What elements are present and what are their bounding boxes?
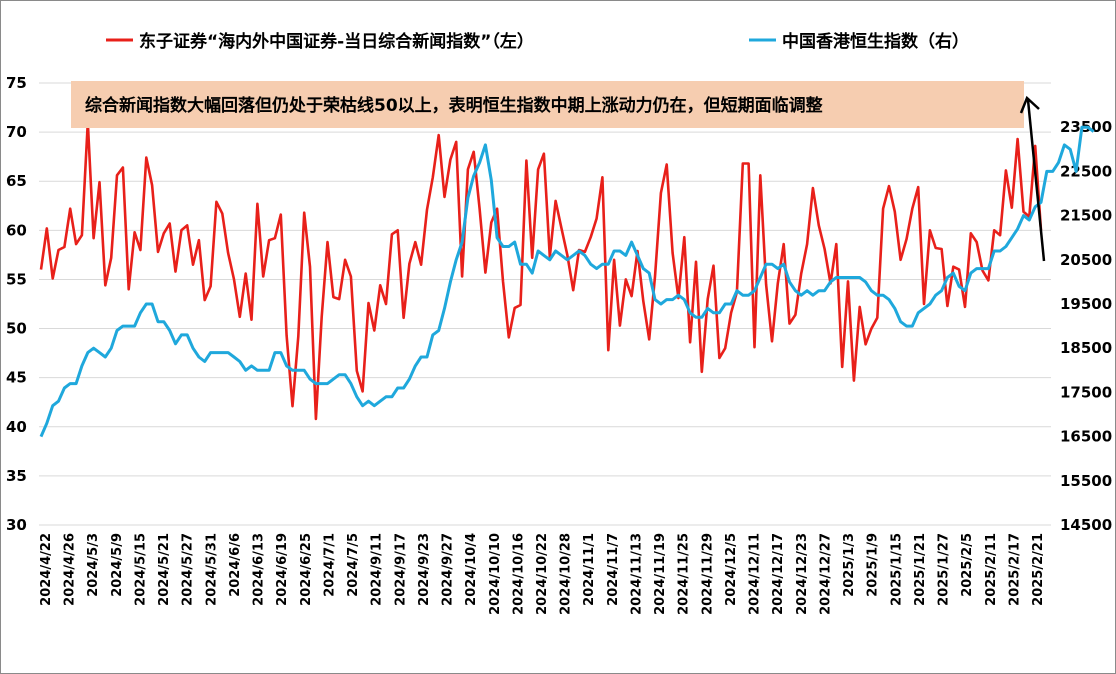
x-tick-label: 2024/11/29 bbox=[700, 533, 715, 615]
trend-arrow-head bbox=[1019, 95, 1040, 114]
trend-arrow-shaft bbox=[1026, 99, 1046, 262]
x-tick-label: 2025/1/21 bbox=[913, 533, 928, 606]
x-tick-label: 2024/11/13 bbox=[629, 533, 644, 615]
x-tick-label: 2024/7/1 bbox=[322, 533, 337, 597]
y-left-tick-label: 75 bbox=[6, 74, 27, 92]
y-axis-left: 30 35 40 45 50 55 60 65 70 75 bbox=[6, 74, 27, 534]
x-tick-label: 2024/10/16 bbox=[511, 533, 526, 615]
x-tick-label: 2024/12/11 bbox=[748, 533, 763, 615]
y-left-tick-label: 70 bbox=[6, 123, 27, 141]
x-tick-label: 2024/12/5 bbox=[724, 533, 739, 606]
x-tick-label: 2024/6/25 bbox=[299, 533, 314, 606]
series-line-hang-seng bbox=[39, 125, 1095, 438]
x-tick-label: 2024/9/23 bbox=[417, 533, 432, 606]
x-tick-label: 2024/11/25 bbox=[677, 533, 692, 615]
annotation-background bbox=[71, 81, 1024, 128]
x-tick-label: 2024/9/11 bbox=[370, 533, 385, 606]
x-tick-label: 2024/6/13 bbox=[252, 533, 267, 606]
x-tick-label: 2024/9/17 bbox=[393, 533, 408, 606]
y-left-tick-label: 55 bbox=[6, 270, 27, 288]
x-tick-label: 2024/11/1 bbox=[582, 533, 597, 606]
legend: 东子证券“海内外中国证券-当日综合新闻指数”（左） 中国香港恒生指数（右） bbox=[106, 31, 969, 52]
x-tick-label: 2025/2/5 bbox=[960, 533, 975, 597]
y-axis-right: 14500 15500 16500 17500 18500 19500 20500 21500… bbox=[1060, 118, 1112, 534]
x-tick-label: 2024/5/21 bbox=[157, 533, 172, 606]
y-right-tick-label: 22500 bbox=[1060, 162, 1112, 180]
x-tick-label: 2025/2/21 bbox=[1031, 533, 1046, 606]
x-tick-label: 2024/5/3 bbox=[86, 533, 101, 597]
x-tick-label: 2025/1/9 bbox=[866, 533, 881, 597]
annotation-box: 综合新闻指数大幅回落但仍处于荣枯线50以上，表明恒生指数中期上涨动力仍在，但短期… bbox=[71, 81, 1024, 128]
y-left-tick-label: 60 bbox=[6, 221, 27, 239]
x-tick-label: 2024/6/6 bbox=[228, 533, 243, 597]
x-tick-label: 2025/1/3 bbox=[842, 533, 857, 597]
y-right-tick-label: 15500 bbox=[1060, 472, 1112, 490]
x-tick-label: 2024/4/22 bbox=[39, 533, 54, 606]
y-right-tick-label: 16500 bbox=[1060, 428, 1112, 446]
x-tick-label: 2024/4/26 bbox=[63, 533, 78, 606]
y-left-tick-label: 35 bbox=[6, 467, 27, 485]
x-tick-label: 2024/12/27 bbox=[818, 533, 833, 615]
y-right-tick-label: 17500 bbox=[1060, 383, 1112, 401]
x-axis: 2024/4/22 2024/4/26 2024/5/3 2024/5/9 2024/5… bbox=[39, 533, 1046, 615]
x-tick-label: 2024/5/9 bbox=[110, 533, 125, 597]
x-tick-label: 2025/1/15 bbox=[889, 533, 904, 606]
x-tick-label: 2024/6/19 bbox=[275, 533, 290, 606]
y-right-tick-label: 20500 bbox=[1060, 251, 1112, 269]
y-left-tick-label: 30 bbox=[6, 516, 27, 534]
x-tick-label: 2024/12/23 bbox=[795, 533, 810, 615]
y-right-tick-label: 21500 bbox=[1060, 207, 1112, 225]
x-tick-label: 2024/10/4 bbox=[464, 533, 479, 606]
legend-label-news-index: 东子证券“海内外中国证券-当日综合新闻指数”（左） bbox=[139, 31, 534, 52]
series-line-news-index bbox=[39, 121, 1043, 421]
annotation-text: 综合新闻指数大幅回落但仍处于荣枯线50以上，表明恒生指数中期上涨动力仍在，但短期… bbox=[85, 95, 823, 116]
x-tick-label: 2024/11/7 bbox=[606, 533, 621, 606]
x-tick-label: 2024/10/10 bbox=[488, 533, 503, 615]
x-tick-label: 2024/7/5 bbox=[346, 533, 361, 597]
y-right-tick-label: 18500 bbox=[1060, 339, 1112, 357]
y-right-tick-label: 14500 bbox=[1060, 516, 1112, 534]
y-left-tick-label: 65 bbox=[6, 172, 27, 190]
x-tick-label: 2025/1/27 bbox=[937, 533, 952, 606]
x-tick-label: 2024/5/27 bbox=[181, 533, 196, 606]
x-tick-label: 2024/11/19 bbox=[653, 533, 668, 615]
x-tick-label: 2025/2/17 bbox=[1007, 533, 1022, 606]
y-left-tick-label: 40 bbox=[6, 418, 27, 436]
x-tick-label: 2025/2/11 bbox=[984, 533, 999, 606]
y-left-tick-label: 50 bbox=[6, 320, 27, 338]
y-left-tick-label: 45 bbox=[6, 369, 27, 387]
y-right-tick-label: 19500 bbox=[1060, 295, 1112, 313]
x-tick-label: 2024/10/22 bbox=[535, 533, 550, 615]
series-lines bbox=[39, 121, 1095, 438]
x-tick-label: 2024/10/28 bbox=[559, 533, 574, 615]
x-tick-label: 2024/5/31 bbox=[204, 533, 219, 606]
x-tick-label: 2024/5/15 bbox=[133, 533, 148, 606]
gridlines bbox=[39, 82, 1051, 526]
x-tick-label: 2024/12/17 bbox=[771, 533, 786, 615]
trend-arrow bbox=[1019, 95, 1046, 262]
legend-label-hang-seng: 中国香港恒生指数（右） bbox=[782, 31, 969, 52]
x-tick-label: 2024/9/27 bbox=[441, 533, 456, 606]
